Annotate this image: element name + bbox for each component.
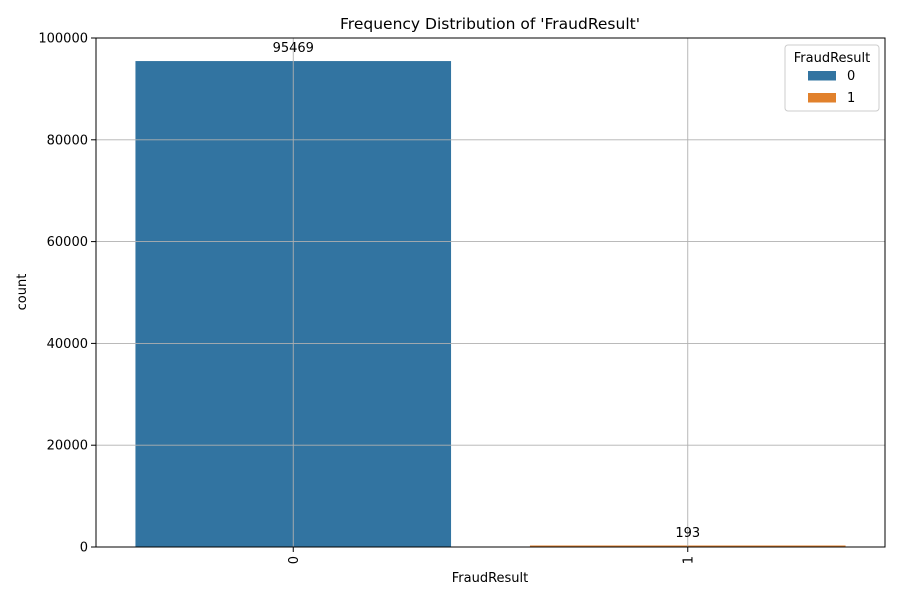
y-tick-label: 20000 <box>47 439 88 454</box>
legend-label-0: 0 <box>847 69 855 84</box>
legend-title: FraudResult <box>794 51 871 66</box>
x-axis-label: FraudResult <box>452 571 529 586</box>
legend-swatch-0 <box>808 71 836 81</box>
y-tick-label: 40000 <box>47 337 88 352</box>
y-tick-label: 0 <box>80 541 88 556</box>
y-tick-label: 80000 <box>47 133 88 148</box>
bar-layer <box>135 61 846 547</box>
x-tick-label: 1 <box>681 556 696 564</box>
legend: FraudResult 0 1 <box>784 44 880 112</box>
legend-label-1: 1 <box>847 91 855 106</box>
data-label-1: 193 <box>675 526 700 541</box>
y-axis-label: count <box>15 274 30 311</box>
axis-layer: 0 20000 40000 60000 80000 100000 0 1 <box>38 32 886 564</box>
data-label-layer: 95469 193 <box>273 41 701 541</box>
plot-frame <box>95 37 886 548</box>
chart-title: Frequency Distribution of 'FraudResult' <box>340 15 640 33</box>
y-tick-label: 100000 <box>38 32 88 47</box>
y-tick-label: 60000 <box>47 235 88 250</box>
legend-swatch-1 <box>808 93 836 103</box>
data-label-0: 95469 <box>273 41 314 56</box>
x-tick-label: 0 <box>287 556 302 564</box>
